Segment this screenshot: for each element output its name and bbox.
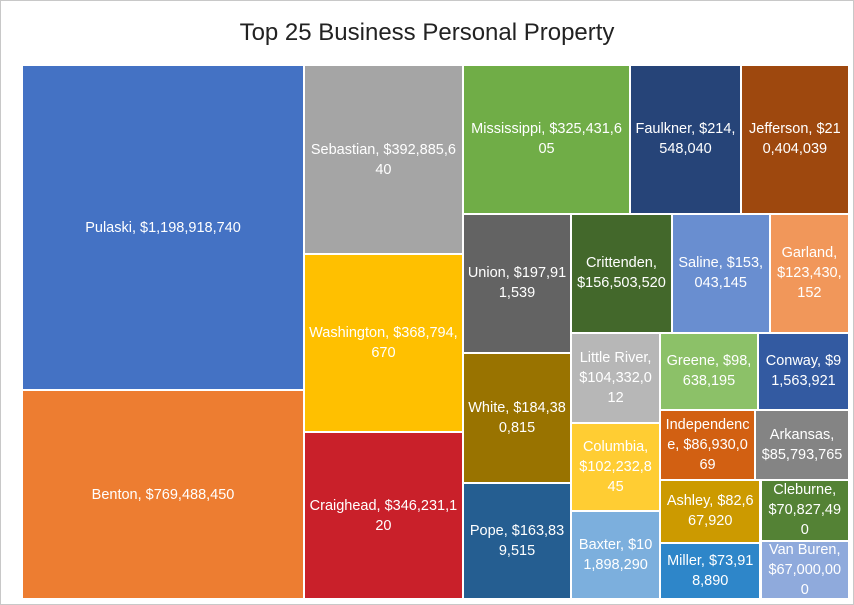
data-label: Crittenden, $156,503,520	[577, 255, 666, 292]
data-label: Van Buren, $67,000,000	[768, 542, 842, 599]
treemap-cell: Garland, $123,430,152	[769, 213, 849, 333]
data-label: Sebastian, $392,885,640	[310, 141, 456, 178]
treemap-cell: Arkansas, $85,793,765	[755, 409, 849, 480]
data-label: Benton, $769,488,450	[91, 486, 235, 503]
treemap-cell: Baxter, $101,898,290	[571, 511, 660, 599]
data-label: Little River, $104,332,012	[579, 349, 652, 406]
data-label: Cleburne, $70,827,490	[768, 482, 842, 539]
data-label: Arkansas, $85,793,765	[761, 426, 843, 463]
data-label: Garland, $123,430,152	[777, 245, 842, 302]
treemap-cell: Van Buren, $67,000,000	[760, 541, 849, 599]
data-label: Saline, $153,043,145	[678, 255, 764, 292]
treemap-cell: Sebastian, $392,885,640	[304, 65, 463, 255]
data-label: Washington, $368,794,670	[309, 325, 458, 362]
treemap-cell: Union, $197,911,539	[462, 213, 572, 354]
treemap-cell: Mississippi, $325,431,605	[462, 65, 631, 214]
data-label: Mississippi, $325,431,605	[471, 121, 622, 158]
data-label: Independence, $86,930,069	[665, 416, 750, 473]
data-label: Conway, $91,563,921	[765, 353, 842, 390]
data-label: Greene, $98,638,195	[666, 353, 752, 390]
data-label: Pulaski, $1,198,918,740	[85, 219, 241, 236]
data-label: Faulkner, $214,548,040	[635, 121, 736, 158]
treemap-cell: Craighead, $346,231,120	[304, 432, 463, 599]
treemap-cell: Faulkner, $214,548,040	[630, 65, 741, 214]
data-label: Baxter, $101,898,290	[578, 537, 653, 574]
treemap-cell: Miller, $73,918,890	[659, 542, 761, 599]
treemap-cell: Cleburne, $70,827,490	[760, 479, 849, 542]
treemap-cell: Jefferson, $210,404,039	[740, 65, 849, 214]
treemap-cell: Little River, $104,332,012	[571, 332, 660, 423]
treemap-cell: White, $184,380,815	[462, 353, 572, 484]
treemap-cell: Greene, $98,638,195	[659, 332, 758, 410]
treemap-cell: Independence, $86,930,069	[659, 409, 756, 480]
treemap-cell: Conway, $91,563,921	[757, 332, 849, 410]
data-label: Union, $197,911,539	[467, 265, 567, 302]
treemap-cell: Pope, $163,839,515	[462, 483, 572, 599]
data-label: Columbia, $102,232,845	[579, 439, 652, 495]
treemap-cell: Crittenden, $156,503,520	[571, 213, 672, 333]
data-label: Ashley, $82,667,920	[666, 493, 754, 530]
data-label: Craighead, $346,231,120	[309, 497, 458, 534]
chart-title: Top 25 Business Personal Property	[239, 19, 615, 46]
data-label: White, $184,380,815	[468, 400, 566, 437]
treemap-cell: Benton, $769,488,450	[22, 390, 305, 599]
treemap-cell: Columbia, $102,232,845	[571, 422, 660, 512]
treemap-cell: Saline, $153,043,145	[671, 213, 770, 333]
treemap-cell: Washington, $368,794,670	[304, 254, 463, 433]
treemap-cell: Pulaski, $1,198,918,740	[22, 65, 305, 391]
treemap-cell: Ashley, $82,667,920	[659, 479, 761, 543]
data-label: Jefferson, $210,404,039	[749, 121, 841, 158]
data-label: Miller, $73,918,890	[667, 552, 754, 589]
data-label: Pope, $163,839,515	[469, 523, 565, 560]
